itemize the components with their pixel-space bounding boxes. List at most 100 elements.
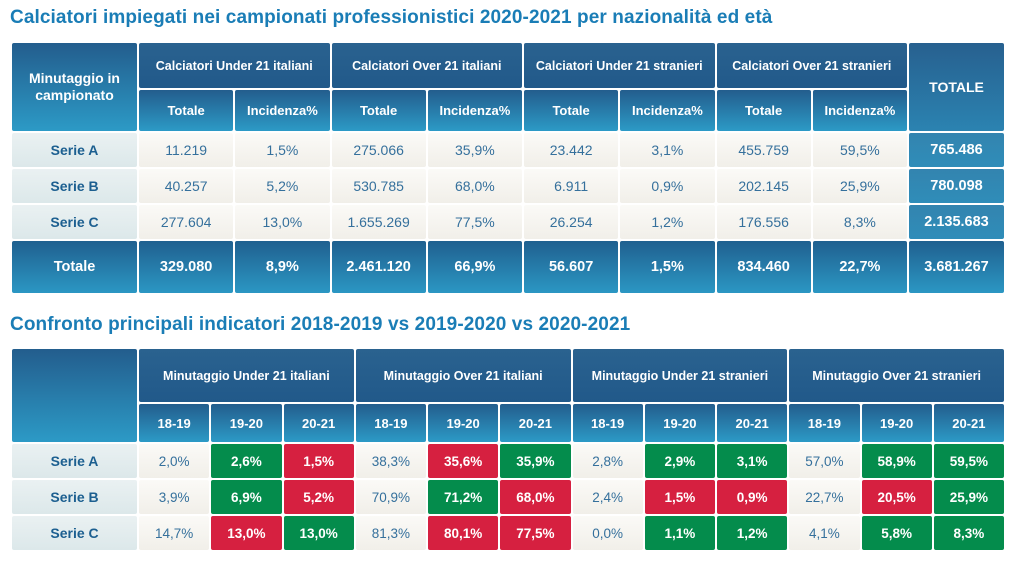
season-header-20-21: 20-21: [500, 404, 571, 442]
season-header-20-21: 20-21: [717, 404, 788, 442]
stat-cell: 11.219: [139, 133, 234, 167]
group-header-minutaggio-over21-italiani: Minutaggio Over 21 italiani: [355, 349, 571, 402]
totale-row: Totale 329.080 8,9% 2.461.120 66,9% 56.607 1,5…: [12, 241, 1004, 293]
row-label: Serie A: [12, 444, 137, 478]
indicator-cell-green: 5,8%: [861, 516, 932, 550]
season-header-20-21: 20-21: [283, 404, 354, 442]
indicator-cell-green: 59,5%: [933, 444, 1004, 478]
table-row: Serie A 11.219 1,5% 275.066 35,9% 23.442 3,1% 4…: [12, 133, 1004, 167]
season-header-18-19: 18-19: [572, 404, 643, 442]
indicator-cell-green: 2,9%: [644, 444, 715, 478]
stat-cell: 275.066: [331, 133, 426, 167]
indicator-cell-red: 35,6%: [428, 444, 499, 478]
stat-cell: 5,2%: [235, 169, 330, 203]
group-header-over21-stranieri: Calciatori Over 21 stranieri: [716, 43, 907, 88]
table-row: Serie B 3,9% 6,9% 5,2% 70,9% 71,2% 68,0% 2,4% 1,…: [12, 480, 1004, 514]
stat-cell: 455.759: [716, 133, 811, 167]
row-label: Serie A: [12, 133, 137, 167]
stat-cell: 1,5%: [235, 133, 330, 167]
sub-header-totale: Totale: [716, 90, 811, 131]
group-header-over21-italiani: Calciatori Over 21 italiani: [331, 43, 522, 88]
indicators-comparison-table: Minutaggio Under 21 italiani Minutaggio …: [10, 347, 1006, 552]
row-label: Serie C: [12, 205, 137, 239]
sub-header-incidenza: Incidenza%: [235, 90, 330, 131]
stat-cell: 1.655.269: [331, 205, 426, 239]
table2-sub-header-row: 18-19 19-20 20-21 18-19 19-20 20-21 18-1…: [12, 404, 1004, 442]
indicator-cell-plain: 38,3%: [355, 444, 426, 478]
season-header-18-19: 18-19: [355, 404, 426, 442]
indicator-cell-red: 0,9%: [717, 480, 788, 514]
season-header-18-19: 18-19: [139, 404, 210, 442]
indicator-cell-green: 1,1%: [644, 516, 715, 550]
stat-cell: 530.785: [331, 169, 426, 203]
totale-stat-cell: 8,9%: [235, 241, 330, 293]
indicator-cell-green: 13,0%: [283, 516, 354, 550]
sub-header-totale: Totale: [524, 90, 619, 131]
indicator-cell-green: 2,6%: [211, 444, 282, 478]
stat-cell: 13,0%: [235, 205, 330, 239]
season-header-19-20: 19-20: [861, 404, 932, 442]
sub-header-incidenza: Incidenza%: [812, 90, 907, 131]
indicator-cell-plain: 4,1%: [789, 516, 860, 550]
indicator-cell-red: 77,5%: [500, 516, 571, 550]
sub-header-incidenza: Incidenza%: [620, 90, 715, 131]
stat-cell: 1,2%: [620, 205, 715, 239]
group-header-minutaggio-under21-stranieri: Minutaggio Under 21 stranieri: [572, 349, 788, 402]
indicator-cell-plain: 2,0%: [139, 444, 210, 478]
indicator-cell-green: 6,9%: [211, 480, 282, 514]
season-header-19-20: 19-20: [428, 404, 499, 442]
corner-header-empty: [12, 349, 137, 442]
totale-stat-cell: 1,5%: [620, 241, 715, 293]
row-total-cell: 2.135.683: [909, 205, 1004, 239]
indicator-cell-green: 35,9%: [500, 444, 571, 478]
table-row: Serie B 40.257 5,2% 530.785 68,0% 6.911 0,9% 20…: [12, 169, 1004, 203]
season-header-20-21: 20-21: [933, 404, 1004, 442]
stat-cell: 68,0%: [427, 169, 522, 203]
stat-cell: 8,3%: [812, 205, 907, 239]
table1-sub-header-row: Totale Incidenza% Totale Incidenza% Tota…: [12, 90, 1004, 131]
table1-title: Calciatori impiegati nei campionati prof…: [10, 7, 773, 28]
indicator-cell-plain: 57,0%: [789, 444, 860, 478]
indicator-cell-green: 71,2%: [428, 480, 499, 514]
stat-cell: 23.442: [524, 133, 619, 167]
table-row: Serie C 14,7% 13,0% 13,0% 81,3% 80,1% 77,5% 0,0…: [12, 516, 1004, 550]
totale-stat-cell: 56.607: [524, 241, 619, 293]
totale-stat-cell: 834.460: [716, 241, 811, 293]
stat-cell: 3,1%: [620, 133, 715, 167]
stat-cell: 6.911: [524, 169, 619, 203]
indicator-cell-red: 80,1%: [428, 516, 499, 550]
indicator-cell-green: 25,9%: [933, 480, 1004, 514]
indicator-cell-red: 68,0%: [500, 480, 571, 514]
row-label: Serie B: [12, 169, 137, 203]
group-header-minutaggio-under21-italiani: Minutaggio Under 21 italiani: [139, 349, 354, 402]
season-header-18-19: 18-19: [789, 404, 860, 442]
totale-column-header: TOTALE: [909, 43, 1004, 131]
indicator-cell-plain: 2,8%: [572, 444, 643, 478]
stat-cell: 25,9%: [812, 169, 907, 203]
indicator-cell-plain: 2,4%: [572, 480, 643, 514]
sub-header-incidenza: Incidenza%: [427, 90, 522, 131]
indicator-cell-plain: 22,7%: [789, 480, 860, 514]
table2-title: Confronto principali indicatori 2018-201…: [10, 314, 631, 335]
table-row: Serie C 277.604 13,0% 1.655.269 77,5% 26.254 1…: [12, 205, 1004, 239]
row-total-cell: 765.486: [909, 133, 1004, 167]
totale-stat-cell: 329.080: [139, 241, 234, 293]
table1-totale-row: Totale 329.080 8,9% 2.461.120 66,9% 56.607 1,5…: [12, 241, 1004, 293]
grand-total-cell: 3.681.267: [909, 241, 1004, 293]
stat-cell: 77,5%: [427, 205, 522, 239]
table2-body: Serie A 2,0% 2,6% 1,5% 38,3% 35,6% 35,9% 2,8% 2,…: [12, 444, 1004, 550]
corner-header: Minutaggio in campionato: [12, 43, 137, 131]
season-header-19-20: 19-20: [644, 404, 715, 442]
indicator-cell-green: 1,2%: [717, 516, 788, 550]
row-total-cell: 780.098: [909, 169, 1004, 203]
table1-group-header-row: Minutaggio in campionato Calciatori Unde…: [12, 43, 1004, 131]
indicator-cell-green: 8,3%: [933, 516, 1004, 550]
indicator-cell-green: 3,1%: [717, 444, 788, 478]
sub-header-totale: Totale: [331, 90, 426, 131]
indicator-cell-plain: 81,3%: [355, 516, 426, 550]
stat-cell: 277.604: [139, 205, 234, 239]
row-label: Serie B: [12, 480, 137, 514]
group-header-under21-stranieri: Calciatori Under 21 stranieri: [524, 43, 715, 88]
stat-cell: 26.254: [524, 205, 619, 239]
indicator-cell-red: 20,5%: [861, 480, 932, 514]
